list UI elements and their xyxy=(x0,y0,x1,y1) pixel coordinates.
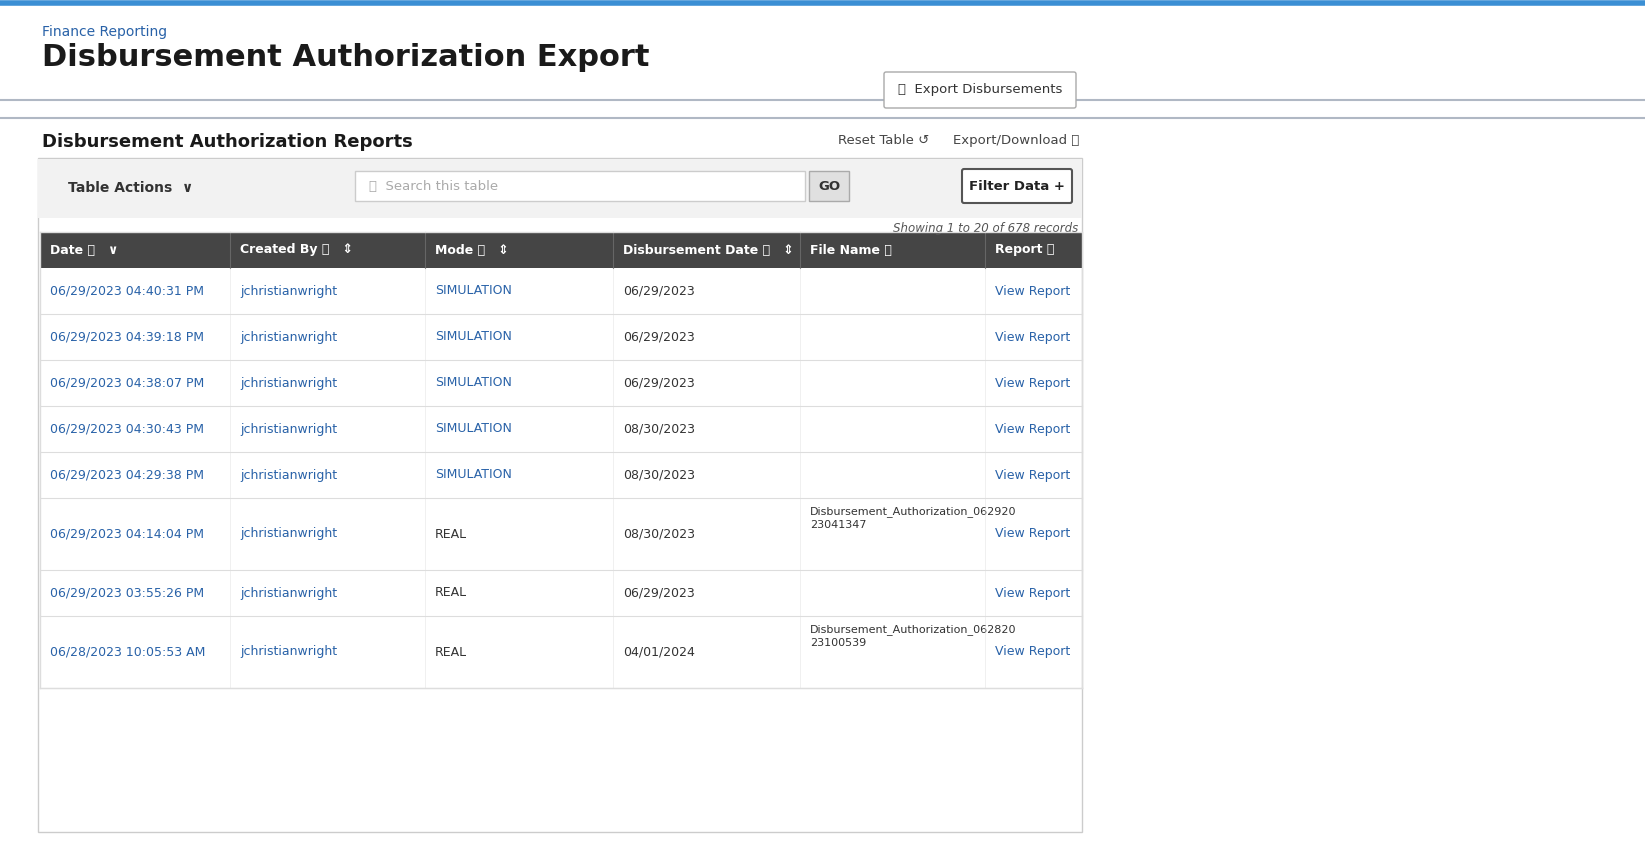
Text: 06/29/2023 04:29:38 PM: 06/29/2023 04:29:38 PM xyxy=(49,469,204,481)
Text: Disbursement_Authorization_062820
23100539: Disbursement_Authorization_062820 231005… xyxy=(809,624,1017,648)
Text: jchristianwright: jchristianwright xyxy=(240,527,337,540)
Text: Showing 1 to 20 of 678 records: Showing 1 to 20 of 678 records xyxy=(893,222,1077,235)
Text: 06/29/2023 04:38:07 PM: 06/29/2023 04:38:07 PM xyxy=(49,377,204,389)
Text: 06/29/2023 04:39:18 PM: 06/29/2023 04:39:18 PM xyxy=(49,331,204,343)
Text: GO: GO xyxy=(818,180,841,193)
Text: View Report: View Report xyxy=(995,285,1071,297)
Text: File Name ⓘ: File Name ⓘ xyxy=(809,244,892,256)
Text: SIMULATION: SIMULATION xyxy=(434,285,512,297)
Text: 04/01/2024: 04/01/2024 xyxy=(623,646,694,659)
Text: Created By ⓘ   ⇕: Created By ⓘ ⇕ xyxy=(240,244,354,256)
Text: REAL: REAL xyxy=(434,586,467,600)
FancyBboxPatch shape xyxy=(962,169,1073,203)
Text: 06/29/2023: 06/29/2023 xyxy=(623,285,694,297)
Text: jchristianwright: jchristianwright xyxy=(240,469,337,481)
Text: jchristianwright: jchristianwright xyxy=(240,586,337,600)
Text: 06/29/2023: 06/29/2023 xyxy=(623,331,694,343)
Text: jchristianwright: jchristianwright xyxy=(240,646,337,659)
FancyBboxPatch shape xyxy=(809,171,849,201)
Text: View Report: View Report xyxy=(995,646,1071,659)
Text: REAL: REAL xyxy=(434,527,467,540)
Text: View Report: View Report xyxy=(995,423,1071,435)
Text: SIMULATION: SIMULATION xyxy=(434,331,512,343)
Text: 08/30/2023: 08/30/2023 xyxy=(623,527,694,540)
Text: jchristianwright: jchristianwright xyxy=(240,285,337,297)
Text: Disbursement_Authorization_062920
23041347: Disbursement_Authorization_062920 230413… xyxy=(809,506,1017,530)
Text: 06/28/2023 10:05:53 AM: 06/28/2023 10:05:53 AM xyxy=(49,646,206,659)
Text: jchristianwright: jchristianwright xyxy=(240,377,337,389)
Text: Disbursement Authorization Reports: Disbursement Authorization Reports xyxy=(43,133,413,151)
Text: jchristianwright: jchristianwright xyxy=(240,331,337,343)
Text: Report ⓘ: Report ⓘ xyxy=(995,244,1054,256)
Text: View Report: View Report xyxy=(995,377,1071,389)
Text: SIMULATION: SIMULATION xyxy=(434,377,512,389)
Text: View Report: View Report xyxy=(995,331,1071,343)
Text: 06/29/2023: 06/29/2023 xyxy=(623,586,694,600)
Text: Disbursement Date ⓘ   ⇕: Disbursement Date ⓘ ⇕ xyxy=(623,244,795,256)
FancyBboxPatch shape xyxy=(355,171,804,201)
Text: SIMULATION: SIMULATION xyxy=(434,469,512,481)
Text: View Report: View Report xyxy=(995,586,1071,600)
Text: REAL: REAL xyxy=(434,646,467,659)
Text: View Report: View Report xyxy=(995,469,1071,481)
Text: Mode ⓘ   ⇕: Mode ⓘ ⇕ xyxy=(434,244,508,256)
Text: Filter Data +: Filter Data + xyxy=(969,180,1064,193)
Text: SIMULATION: SIMULATION xyxy=(434,423,512,435)
Text: Table Actions  ∨: Table Actions ∨ xyxy=(67,181,192,195)
Text: 06/29/2023 03:55:26 PM: 06/29/2023 03:55:26 PM xyxy=(49,586,204,600)
Text: ⤓  Export Disbursements: ⤓ Export Disbursements xyxy=(898,83,1063,96)
Text: jchristianwright: jchristianwright xyxy=(240,423,337,435)
Bar xyxy=(39,232,1082,268)
Text: 06/29/2023 04:14:04 PM: 06/29/2023 04:14:04 PM xyxy=(49,527,204,540)
Text: Export/Download ⤓: Export/Download ⤓ xyxy=(952,134,1079,147)
Text: View Report: View Report xyxy=(995,527,1071,540)
Text: 06/29/2023: 06/29/2023 xyxy=(623,377,694,389)
Text: Disbursement Authorization Export: Disbursement Authorization Export xyxy=(43,43,650,72)
Bar xyxy=(38,158,1082,832)
Text: 08/30/2023: 08/30/2023 xyxy=(623,423,694,435)
FancyBboxPatch shape xyxy=(883,72,1076,108)
Text: 06/29/2023 04:30:43 PM: 06/29/2023 04:30:43 PM xyxy=(49,423,204,435)
Text: 08/30/2023: 08/30/2023 xyxy=(623,469,694,481)
Text: Reset Table ↺: Reset Table ↺ xyxy=(837,134,929,147)
Bar xyxy=(38,159,1082,218)
Text: 🔍  Search this table: 🔍 Search this table xyxy=(368,180,498,193)
Text: Finance Reporting: Finance Reporting xyxy=(43,25,168,39)
Text: 06/29/2023 04:40:31 PM: 06/29/2023 04:40:31 PM xyxy=(49,285,204,297)
Text: Date ⓘ   ∨: Date ⓘ ∨ xyxy=(49,244,118,256)
